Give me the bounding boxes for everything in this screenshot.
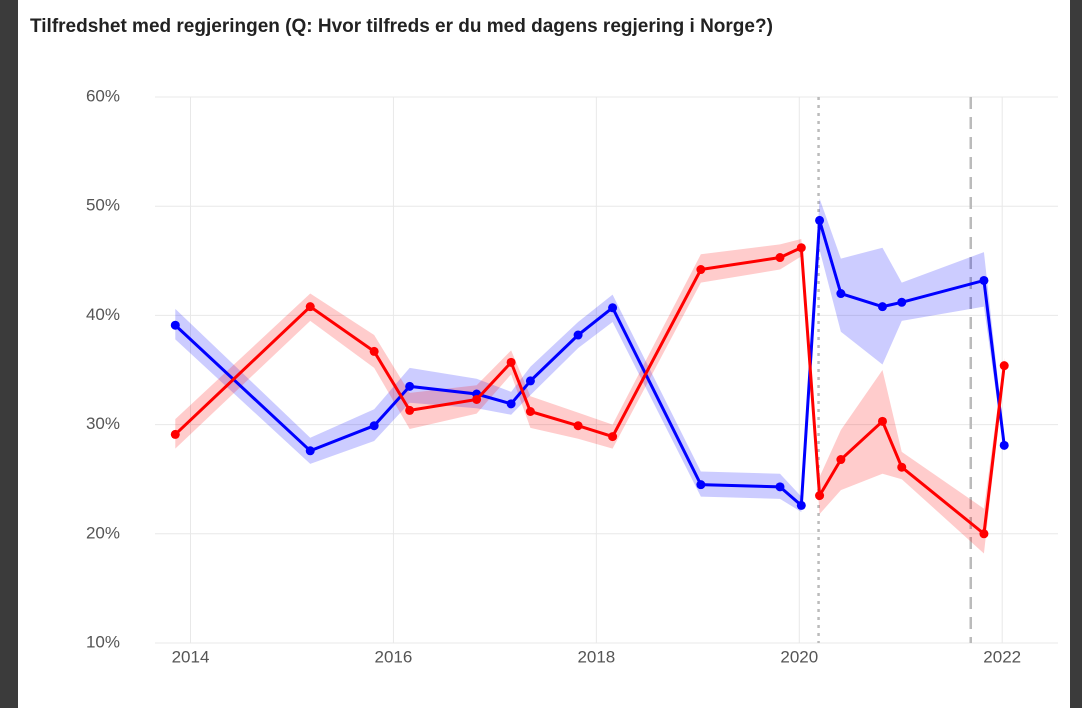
point: [472, 394, 482, 404]
point: [836, 289, 846, 299]
series-line: [174, 245, 1006, 537]
x-tick-label: 2014: [172, 647, 210, 666]
x-tick-label: 2020: [780, 647, 818, 666]
panel: [18, 0, 1070, 708]
point: [897, 297, 907, 307]
x-tick-label: 2016: [375, 647, 413, 666]
point: [696, 265, 706, 275]
point: [999, 440, 1009, 450]
point: [170, 429, 180, 439]
point: [608, 303, 618, 313]
point: [573, 421, 583, 431]
point: [369, 346, 379, 356]
point: [775, 482, 785, 492]
point: [525, 376, 535, 386]
y-tick-label: 20%: [86, 523, 120, 542]
point: [405, 381, 415, 391]
chart-title: Tilfredshet med regjeringen (Q: Hvor til…: [30, 16, 773, 37]
point: [877, 302, 887, 312]
y-tick-label: 60%: [86, 86, 120, 105]
point: [608, 432, 618, 442]
point: [979, 529, 989, 539]
point: [405, 405, 415, 415]
point: [506, 357, 516, 367]
point: [506, 399, 516, 409]
point: [796, 500, 806, 510]
y-tick-label: 10%: [86, 632, 120, 651]
y-tick-label: 50%: [86, 196, 120, 215]
point: [775, 253, 785, 263]
point: [979, 275, 989, 285]
point: [836, 455, 846, 465]
point: [369, 421, 379, 431]
x-tick-label: 2022: [983, 647, 1021, 666]
point: [305, 302, 315, 312]
y-tick-label: 30%: [86, 414, 120, 433]
point: [696, 480, 706, 490]
point: [796, 243, 806, 253]
x-tick-label: 2018: [577, 647, 615, 666]
point: [877, 416, 887, 426]
point: [573, 330, 583, 340]
point: [815, 215, 825, 225]
point: [170, 320, 180, 330]
point: [815, 491, 825, 501]
point: [525, 406, 535, 416]
y-tick-label: 40%: [86, 305, 120, 324]
point: [897, 462, 907, 472]
point: [999, 361, 1009, 371]
point: [305, 446, 315, 456]
